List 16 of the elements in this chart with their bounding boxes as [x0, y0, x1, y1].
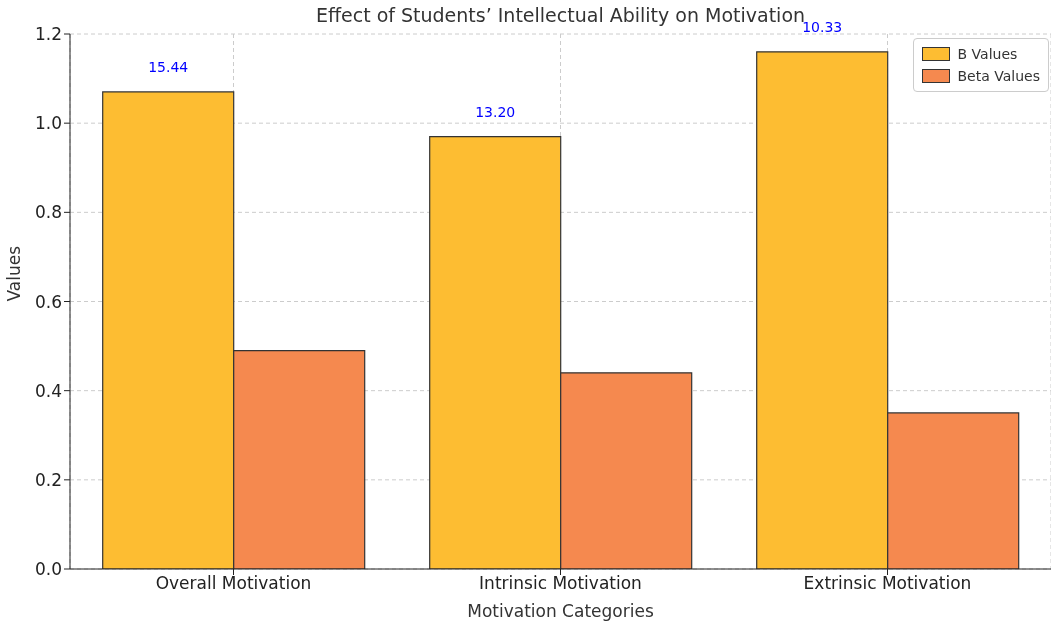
x-tick-label: Overall Motivation: [155, 573, 312, 594]
annotation: 15.44: [148, 58, 189, 75]
y-axis-title: Values: [4, 245, 25, 302]
y-tick-label: 0.0: [34, 559, 62, 580]
x-tick-label: Extrinsic Motivation: [803, 573, 972, 594]
y-tick-label: 1.0: [34, 113, 62, 134]
x-axis-title: Motivation Categories: [467, 601, 654, 621]
x-tick-label: Intrinsic Motivation: [479, 573, 642, 594]
annotation: 13.20: [475, 103, 516, 120]
y-tick-label: 1.2: [34, 24, 62, 45]
y-tick-label: 0.2: [34, 469, 62, 490]
y-tick-label: 0.8: [34, 202, 62, 223]
y-tick-label: 0.4: [34, 380, 62, 401]
legend-label: Beta Values: [957, 67, 1040, 86]
legend-label: B Values: [957, 45, 1018, 64]
y-tick-label: 0.6: [34, 291, 62, 312]
